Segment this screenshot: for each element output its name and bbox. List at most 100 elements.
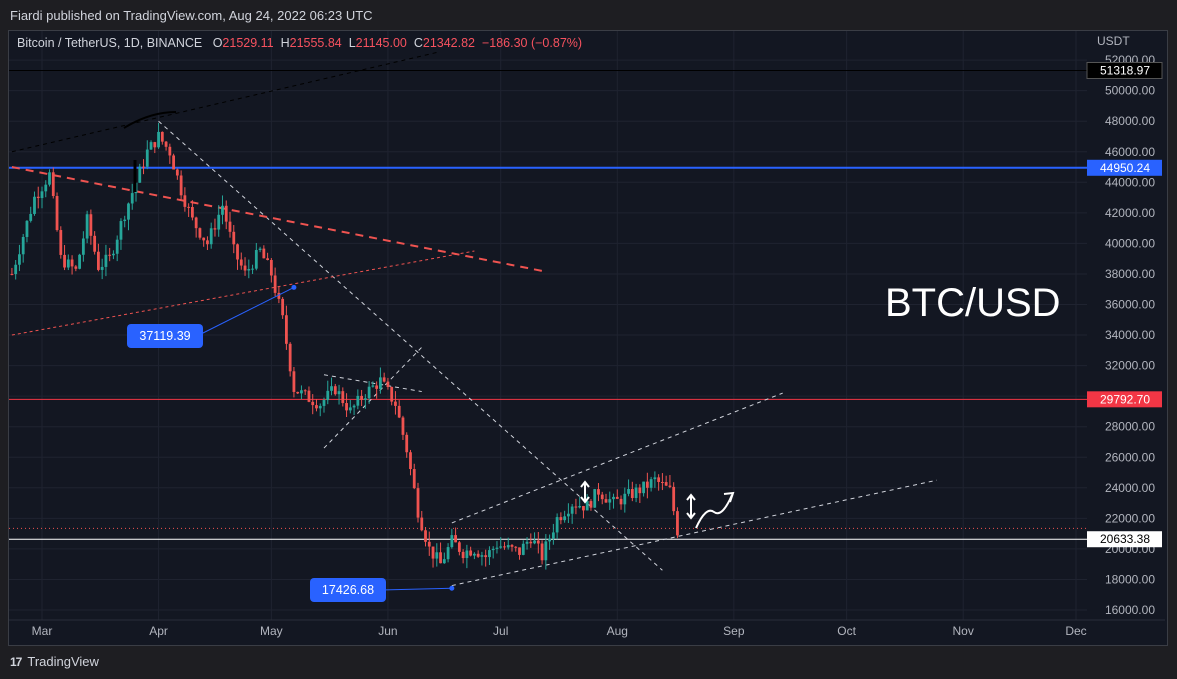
- candle-body: [563, 516, 567, 521]
- candle-body: [202, 237, 206, 241]
- candle-body: [544, 541, 548, 561]
- candle-body: [104, 254, 108, 267]
- black-swoosh-icon: [123, 111, 177, 129]
- candle-body: [499, 546, 503, 548]
- candle-body: [44, 184, 48, 192]
- candle-body: [303, 390, 307, 392]
- candle-body: [465, 550, 469, 559]
- support-channel-line: [451, 479, 937, 587]
- candle-body: [612, 496, 615, 500]
- upper-channel-line: [11, 51, 437, 153]
- candle-body: [194, 217, 198, 229]
- candle-body: [55, 195, 59, 231]
- candle-body: [525, 541, 529, 544]
- candle-body: [345, 403, 348, 411]
- candle-body: [14, 264, 18, 275]
- candle-body: [469, 550, 473, 556]
- candle-body: [394, 401, 397, 406]
- candle-body: [112, 253, 115, 256]
- time-tick-label: Mar: [32, 624, 53, 638]
- candle-body: [585, 501, 589, 511]
- price-tick-label: 28000.00: [1105, 420, 1155, 434]
- symbol-legend: Bitcoin / TetherUS, 1D, BINANCE O21529.1…: [17, 36, 582, 50]
- candle-body: [548, 538, 551, 542]
- price-tick-label: 50000.00: [1105, 84, 1155, 98]
- candle-body: [138, 166, 142, 183]
- candle-body: [74, 266, 78, 269]
- candle-body: [645, 481, 649, 488]
- candle-body: [488, 550, 491, 558]
- time-tick-label: Dec: [1065, 624, 1086, 638]
- candle-body: [285, 315, 288, 344]
- candle-body: [330, 386, 333, 391]
- candle-body: [420, 517, 424, 531]
- level-price-tag: [1087, 391, 1162, 408]
- callout-label: 37119.39: [139, 329, 190, 343]
- price-tick-label: 38000.00: [1105, 267, 1155, 281]
- candle-body: [288, 343, 292, 372]
- candle-body: [217, 214, 221, 230]
- high-label: H: [280, 36, 290, 50]
- candle-body: [424, 530, 427, 542]
- candle-body: [48, 172, 51, 185]
- candle-body: [371, 385, 375, 387]
- candle-body: [127, 203, 130, 220]
- close-value: 21342.82: [422, 36, 476, 50]
- candle-body: [457, 542, 461, 552]
- projection-arrow-icon: [695, 494, 733, 529]
- candle-body: [281, 298, 285, 316]
- candle-body: [668, 485, 672, 487]
- candle-body: [382, 377, 386, 382]
- arrow-head-icon: [580, 496, 590, 504]
- candle-body: [386, 381, 390, 387]
- candle-body: [484, 555, 488, 558]
- candle-body: [168, 146, 172, 156]
- high-value: 21555.84: [289, 36, 342, 50]
- candle-body: [160, 131, 164, 142]
- price-axis-bg: [1087, 31, 1166, 620]
- candle-body: [518, 547, 521, 555]
- price-tick-label: 18000.00: [1105, 572, 1155, 586]
- candle-body: [555, 517, 559, 533]
- candle-body: [21, 236, 25, 255]
- candle-body: [570, 506, 574, 514]
- red-uptrend-line: [11, 250, 475, 336]
- candle-body: [40, 191, 44, 199]
- red-downtrend-line: [11, 166, 543, 272]
- candle-body: [254, 250, 258, 269]
- candle-body: [232, 231, 236, 245]
- candle-body: [480, 555, 484, 557]
- candle-body: [619, 498, 623, 505]
- callout-connector: [379, 587, 452, 591]
- footer[interactable]: 17 TradingView: [10, 654, 99, 669]
- callout-connector: [196, 286, 295, 337]
- candle-body: [70, 259, 74, 267]
- candle-body: [454, 535, 457, 543]
- candle-body: [224, 205, 228, 222]
- candle-body: [446, 547, 450, 560]
- candle-body: [397, 405, 401, 418]
- candle-body: [540, 543, 544, 561]
- candle-body: [405, 434, 409, 453]
- candle-body: [66, 259, 70, 268]
- candle-body: [375, 385, 379, 389]
- price-tick-label: 36000.00: [1105, 298, 1155, 312]
- candle-body: [97, 251, 100, 270]
- candle-body: [379, 377, 382, 389]
- candle-body: [608, 499, 612, 503]
- candle-body: [300, 390, 303, 394]
- candle-body: [559, 517, 563, 521]
- candle-body: [183, 195, 187, 207]
- time-tick-label: Jul: [493, 624, 508, 638]
- level-price-tag: [1087, 531, 1162, 548]
- candle-body: [514, 546, 518, 548]
- candle-body: [100, 266, 104, 270]
- price-axis-unit: USDT: [1097, 34, 1130, 48]
- candle-body: [149, 142, 153, 150]
- candle-body: [307, 390, 311, 402]
- candle-body: [198, 228, 202, 238]
- candle-body: [81, 238, 85, 255]
- price-tick-label: 48000.00: [1105, 114, 1155, 128]
- candle-body: [363, 398, 367, 400]
